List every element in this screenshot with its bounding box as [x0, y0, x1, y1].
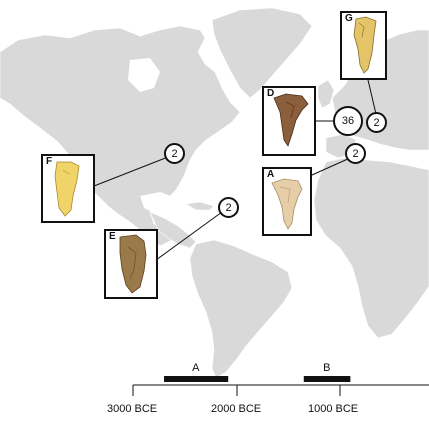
specimen-label-a: A: [267, 169, 275, 180]
tooth-image-a: [271, 178, 303, 230]
timeline-tick-label-3000: 3000 BCE: [107, 403, 158, 415]
africa: [313, 157, 429, 339]
mediterranean-sea: [352, 146, 429, 162]
specimen-panel-a: A: [262, 167, 312, 236]
timeline-tick-label-1000: 1000 BCE: [308, 403, 359, 415]
tooth-image-e: [119, 234, 147, 294]
timeline: [132, 376, 429, 396]
count-badge-e: 2: [218, 197, 239, 218]
greenland: [211, 7, 313, 99]
tooth-image-g: [353, 16, 377, 74]
specimen-panel-f: F: [41, 154, 95, 223]
count-badge-d: 36: [333, 106, 363, 136]
tooth-image-d: [273, 93, 309, 147]
timeline-tick-label-2000: 2000 BCE: [211, 403, 262, 415]
period-bar-b: [303, 376, 351, 382]
specimen-label-g: G: [345, 13, 353, 24]
leader-line-f: [93, 156, 169, 187]
leader-line-e: [155, 211, 223, 261]
hudson-bay: [128, 58, 160, 92]
leader-line-g: [367, 79, 377, 115]
british-isles: [317, 79, 335, 109]
count-badge-a: 2: [345, 143, 366, 164]
count-badge-f: 2: [164, 143, 185, 164]
tooth-image-f: [54, 161, 80, 217]
north-america-landmass: [0, 25, 241, 247]
specimen-label-f: F: [46, 156, 53, 167]
specimen-panel-e: E: [104, 229, 158, 299]
south-america: [189, 239, 293, 379]
specimen-panel-d: D: [262, 86, 316, 156]
specimen-label-e: E: [109, 231, 116, 242]
leader-lines: [93, 79, 377, 261]
period-bar-a: [164, 376, 229, 382]
count-badge-g: 2: [366, 112, 387, 133]
specimen-label-d: D: [267, 88, 275, 99]
gulf-of-mexico: [140, 192, 176, 214]
specimen-panel-g: G: [340, 11, 387, 80]
caribbean-islands: [185, 201, 215, 211]
period-label-b: B: [323, 362, 331, 374]
period-label-a: A: [192, 362, 200, 374]
leader-line-a: [311, 157, 351, 176]
